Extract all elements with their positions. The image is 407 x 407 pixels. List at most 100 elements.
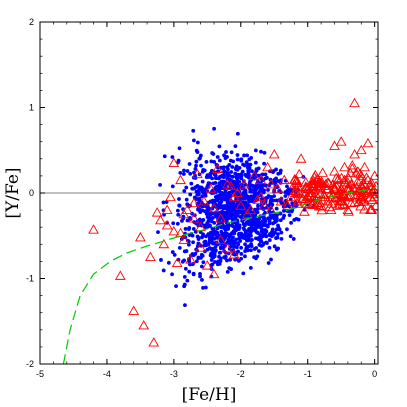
data-point-dot bbox=[264, 234, 269, 239]
data-point-dot bbox=[240, 186, 245, 191]
data-point-dot bbox=[262, 216, 267, 221]
data-point-dot bbox=[248, 266, 253, 270]
data-point-dot bbox=[231, 200, 235, 205]
data-point-dot bbox=[257, 216, 262, 221]
data-point-dot bbox=[243, 254, 247, 259]
data-point-dot bbox=[222, 169, 226, 174]
data-point-triangle bbox=[238, 178, 250, 189]
data-point-dot bbox=[248, 230, 253, 235]
data-point-dot bbox=[183, 303, 187, 308]
data-point-dot bbox=[294, 216, 299, 221]
data-point-triangle bbox=[313, 178, 325, 188]
data-point-dot bbox=[182, 258, 187, 263]
data-point-triangle bbox=[278, 174, 290, 185]
data-point-dot bbox=[235, 131, 240, 136]
y-tick-label: -1 bbox=[26, 274, 34, 284]
data-point-dot bbox=[233, 144, 238, 149]
data-point-dot bbox=[175, 221, 180, 226]
data-point-dot bbox=[195, 140, 200, 145]
data-point-dot bbox=[256, 237, 261, 242]
data-point-triangle bbox=[208, 268, 220, 279]
data-point-dot bbox=[191, 240, 195, 245]
data-point-dot bbox=[218, 203, 222, 207]
data-point-triangle bbox=[292, 196, 304, 206]
data-point-dot bbox=[172, 253, 177, 257]
data-point-dot bbox=[229, 170, 234, 174]
data-point-dot bbox=[237, 210, 242, 215]
data-point-dot bbox=[216, 260, 220, 265]
data-point-triangle bbox=[315, 177, 327, 187]
data-point-dot bbox=[263, 172, 268, 177]
data-point-triangle bbox=[292, 185, 304, 196]
data-point-dot bbox=[209, 251, 214, 256]
data-point-dot bbox=[215, 155, 220, 159]
data-point-dot bbox=[161, 200, 166, 205]
data-point-dot bbox=[255, 206, 260, 211]
data-point-triangle bbox=[324, 201, 336, 212]
data-point-dot bbox=[182, 274, 187, 279]
data-point-triangle bbox=[333, 173, 344, 183]
data-point-triangle bbox=[215, 234, 227, 244]
data-point-triangle bbox=[255, 174, 267, 185]
data-point-dot bbox=[236, 249, 241, 254]
data-point-dot bbox=[239, 256, 244, 261]
data-point-dot bbox=[188, 171, 193, 176]
data-point-dot bbox=[212, 211, 217, 216]
data-point-dot bbox=[177, 245, 182, 250]
data-point-triangle bbox=[175, 227, 186, 238]
data-point-triangle bbox=[321, 183, 333, 193]
data-point-dot bbox=[194, 197, 199, 202]
data-point-dot bbox=[278, 211, 283, 216]
data-point-triangle bbox=[252, 194, 263, 204]
data-point-dot bbox=[275, 218, 279, 223]
data-point-triangle bbox=[336, 172, 347, 183]
data-point-dot bbox=[222, 174, 226, 179]
data-point-dot bbox=[188, 192, 193, 197]
data-point-dot bbox=[243, 242, 247, 247]
data-point-dot bbox=[266, 261, 271, 265]
data-point-dot bbox=[260, 220, 265, 225]
data-point-dot bbox=[247, 166, 252, 171]
data-point-triangle bbox=[345, 197, 357, 208]
data-point-dot bbox=[225, 167, 230, 172]
data-point-dot bbox=[193, 251, 198, 256]
data-point-dot bbox=[252, 255, 257, 260]
data-point-triangle bbox=[128, 305, 140, 315]
data-point-dot bbox=[184, 185, 189, 190]
tick-labels: -5 -4 -3 -2 -1 0 -2 -1 0 1 2 bbox=[26, 17, 377, 379]
data-point-dot bbox=[208, 199, 213, 204]
data-point-triangle bbox=[300, 176, 312, 187]
data-point-dot bbox=[261, 188, 266, 193]
data-point-dot bbox=[246, 219, 251, 224]
data-point-dot bbox=[249, 225, 254, 230]
y-tick-label: 0 bbox=[29, 188, 34, 198]
data-point-dot bbox=[196, 256, 201, 261]
data-point-dot bbox=[231, 159, 236, 164]
data-point-triangle bbox=[148, 337, 160, 347]
data-point-dot bbox=[185, 218, 190, 223]
data-point-dot bbox=[217, 144, 222, 149]
data-point-dot bbox=[258, 188, 262, 193]
data-point-triangle bbox=[329, 140, 340, 150]
data-point-dot bbox=[260, 223, 264, 228]
data-point-dot bbox=[158, 182, 162, 187]
data-point-triangle bbox=[329, 184, 340, 195]
data-point-dot bbox=[193, 167, 198, 171]
data-point-dot bbox=[183, 266, 188, 271]
data-point-dot bbox=[191, 272, 196, 277]
data-point-triangle bbox=[181, 204, 193, 215]
data-point-dot bbox=[189, 181, 194, 186]
data-point-dot bbox=[243, 229, 248, 233]
data-point-triangle bbox=[369, 170, 378, 180]
data-point-dot bbox=[175, 208, 180, 213]
data-point-triangle bbox=[335, 184, 347, 194]
data-point-dot bbox=[242, 163, 247, 168]
data-point-dot bbox=[210, 176, 214, 181]
data-point-dot bbox=[225, 269, 230, 274]
data-point-triangle bbox=[289, 187, 301, 198]
data-point-dot bbox=[249, 238, 253, 243]
data-point-triangle bbox=[350, 192, 362, 202]
data-point-dot bbox=[245, 232, 249, 236]
blue-dot-series bbox=[156, 126, 316, 308]
data-point-dot bbox=[288, 234, 293, 239]
